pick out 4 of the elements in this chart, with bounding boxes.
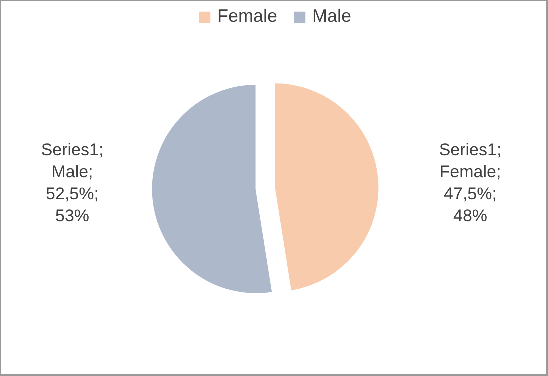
data-label: Series1; Male; 52,5%; 53% [41,140,104,226]
data-label: Series1; Female; 47,5%; 48% [439,140,502,226]
legend-label: Female [217,6,278,27]
legend-label: Male [312,6,352,27]
